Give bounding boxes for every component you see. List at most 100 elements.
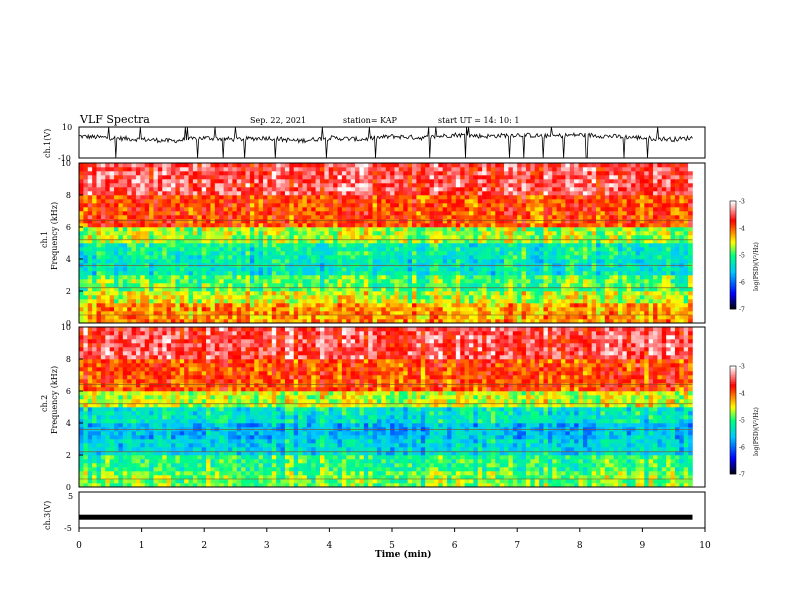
- spectrogram-cell: [192, 295, 198, 300]
- spectrogram-cell: [92, 307, 97, 312]
- spectrogram-cell: [118, 235, 124, 240]
- spectrogram-cell: [267, 251, 273, 256]
- spectrogram-cell: [118, 179, 124, 184]
- spectrogram-cell: [227, 187, 233, 192]
- spectrogram-cell: [451, 227, 457, 232]
- spectrogram-cell: [175, 223, 181, 228]
- spectrogram-cell: [219, 211, 224, 216]
- spectrogram-cell: [271, 299, 277, 304]
- spectrogram-cell: [276, 295, 281, 300]
- spectrogram-cell: [438, 279, 443, 284]
- spectrogram-cell: [306, 243, 312, 248]
- spectrogram-cell: [206, 279, 211, 284]
- spectrogram-cell: [109, 279, 115, 284]
- spectrogram-cell: [565, 163, 571, 168]
- spectrogram-cell: [315, 207, 321, 212]
- spectrogram-cell: [188, 291, 194, 296]
- spectrogram-cell: [280, 179, 286, 184]
- spectrogram-cell: [530, 207, 536, 212]
- spectrogram-cell: [574, 295, 579, 300]
- spectrogram-cell: [219, 271, 224, 276]
- spectrogram-cell: [293, 207, 299, 212]
- spectrogram-cell: [495, 171, 500, 176]
- spectrogram-cell: [271, 315, 277, 320]
- spectrogram-cell: [131, 219, 137, 224]
- spectrogram-cell: [451, 255, 457, 260]
- spectrogram-cell: [368, 283, 373, 288]
- spectrogram-cell: [254, 211, 259, 216]
- spectrogram-cell: [499, 267, 505, 272]
- spectrogram-cell: [587, 163, 592, 168]
- spectrogram-cell: [135, 171, 141, 176]
- spectrogram-cell: [587, 199, 592, 204]
- spectrogram-cell: [438, 247, 443, 252]
- spectrogram-cell: [149, 299, 154, 304]
- spectrogram-cell: [92, 179, 97, 184]
- spectrogram-cell: [622, 259, 628, 264]
- spectrogram-cell: [184, 223, 189, 228]
- spectrogram-cell: [109, 239, 115, 244]
- spectrogram-cell: [561, 311, 566, 316]
- spectrogram-cell: [114, 267, 119, 272]
- spectrogram-cell: [328, 183, 334, 188]
- spectrogram-cell: [613, 215, 619, 220]
- spectrogram-cell: [574, 267, 579, 272]
- spectrogram-cell: [276, 255, 281, 260]
- spectrogram-cell: [372, 219, 378, 224]
- spectrogram-cell: [355, 271, 360, 276]
- spectrogram-cell: [100, 187, 106, 192]
- spectrogram-cell: [381, 303, 387, 308]
- spectrogram-cell: [280, 195, 286, 200]
- spectrogram-cell: [508, 187, 514, 192]
- spectrogram-cell: [219, 283, 224, 288]
- spectrogram-cell: [477, 279, 483, 284]
- spectrogram-cell: [613, 319, 619, 324]
- spectrogram-cell: [398, 243, 404, 248]
- spectrogram-cell: [223, 227, 229, 232]
- spectrogram-cell: [184, 247, 189, 252]
- spectrogram-cell: [473, 187, 479, 192]
- spectrogram-cell: [398, 171, 404, 176]
- spectrogram-cell: [197, 303, 202, 308]
- spectrogram-cell: [368, 235, 373, 240]
- spectrogram-cell: [324, 227, 330, 232]
- spectrogram-cell: [223, 307, 229, 312]
- spectrogram-cell: [390, 295, 395, 300]
- spectrogram-cell: [385, 311, 391, 316]
- spectrogram-cell: [403, 283, 408, 288]
- spectrogram-cell: [604, 307, 610, 312]
- spectrogram-cell: [416, 267, 422, 272]
- spectrogram-cell: [368, 287, 373, 292]
- spectrogram-cell: [512, 223, 518, 228]
- spectrogram-cell: [333, 211, 338, 216]
- spectrogram-cell: [556, 251, 562, 256]
- spectrogram-cell: [403, 275, 408, 280]
- spectrogram-cell: [582, 279, 588, 284]
- spectrogram-cell: [390, 271, 395, 276]
- spectrogram-cell: [341, 279, 347, 284]
- spectrogram-cell: [552, 207, 557, 212]
- spectrogram-cell: [197, 291, 202, 296]
- spectrogram-cell: [455, 179, 461, 184]
- spectrogram-cell: [166, 247, 172, 252]
- spectrogram-cell: [438, 179, 443, 184]
- spectrogram-cell: [245, 303, 251, 308]
- spectrogram-cell: [192, 187, 198, 192]
- spectrogram-cell: [609, 307, 614, 312]
- spectrogram-cell: [302, 179, 308, 184]
- spectrogram-cell: [131, 167, 137, 172]
- spectrogram-cell: [171, 275, 176, 280]
- spectrogram-cell: [346, 307, 351, 312]
- spectrogram-cell: [114, 203, 119, 208]
- spectrogram-cell: [412, 239, 417, 244]
- spectrogram-cell: [587, 295, 592, 300]
- spectrogram-cell: [407, 175, 413, 180]
- spectrogram-cell: [149, 207, 154, 212]
- spectrogram-cell: [482, 279, 487, 284]
- spectrogram-cell: [241, 315, 246, 320]
- spectrogram-cell: [276, 199, 281, 204]
- spectrogram-cell: [214, 239, 220, 244]
- spectrogram-cell: [197, 183, 202, 188]
- spectrogram-cell: [109, 171, 115, 176]
- spectrogram-cell: [328, 275, 334, 280]
